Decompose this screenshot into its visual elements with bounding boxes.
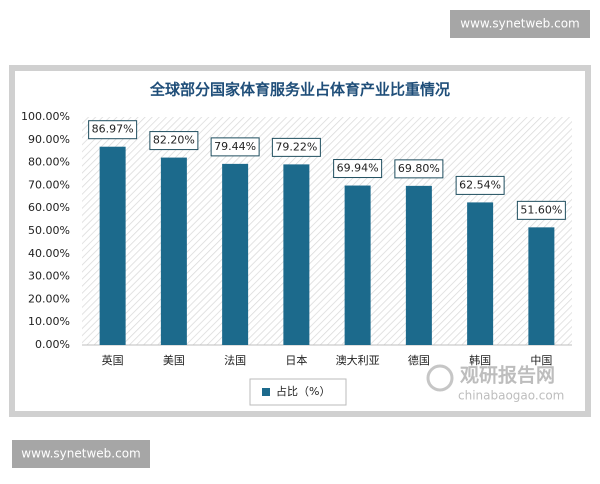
value-label: 86.97% [92, 123, 134, 136]
x-tick-label: 法国 [224, 353, 246, 367]
value-label: 79.22% [275, 140, 317, 153]
value-label-box [271, 137, 321, 157]
watermark-box [450, 10, 590, 38]
logo: 观研报告网 chinabaogao.com [426, 364, 564, 403]
value-label-box [516, 200, 566, 220]
value-label-box [149, 131, 199, 151]
value-label: 69.94% [337, 162, 379, 175]
x-tick-label: 日本 [285, 353, 307, 367]
y-tick-label: 60.00% [28, 201, 70, 214]
legend-swatch [262, 388, 270, 396]
y-tick-label: 50.00% [28, 224, 70, 237]
bar [160, 157, 187, 345]
legend-label: 占比（%） [276, 384, 330, 398]
x-tick-label: 韩国 [469, 353, 491, 367]
logo-name: 观研报告网 [460, 364, 555, 387]
x-tick-label: 德国 [408, 353, 430, 367]
value-label: 51.60% [520, 203, 562, 216]
y-tick-label: 10.00% [28, 315, 70, 328]
x-tick-label: 澳大利亚 [336, 353, 380, 367]
value-label-box [210, 137, 260, 157]
y-tick-label: 40.00% [28, 247, 70, 260]
value-label: 69.80% [398, 162, 440, 175]
watermark: www.synetweb.com [21, 447, 140, 461]
bar [99, 146, 126, 345]
x-tick-label: 英国 [102, 353, 124, 367]
value-label-box [333, 159, 383, 179]
value-label-box [394, 159, 444, 179]
value-label: 82.20% [153, 134, 195, 147]
value-label-box [455, 175, 505, 195]
chart-title: 全球部分国家体育服务业占体育产业比重情况 [149, 81, 450, 99]
y-tick-label: 80.00% [28, 156, 70, 169]
y-tick-label: 20.00% [28, 292, 70, 305]
x-tick-label: 中国 [530, 354, 552, 367]
bar [283, 164, 310, 345]
plot-area [82, 117, 572, 345]
y-tick-label: 90.00% [28, 133, 70, 146]
y-tick-label: 0.00% [35, 338, 70, 351]
bar [405, 185, 432, 345]
logo-url: chinabaogao.com [458, 389, 564, 403]
value-label: 62.54% [459, 178, 501, 191]
logo-icon [426, 364, 454, 392]
x-tick-label: 美国 [163, 354, 185, 367]
y-tick-label: 70.00% [28, 178, 70, 191]
watermark-box [12, 440, 150, 468]
y-tick-label: 30.00% [28, 270, 70, 283]
watermark: www.synetweb.com [460, 17, 579, 31]
bar [467, 202, 494, 345]
y-tick-label: 100.00% [21, 110, 70, 123]
value-label-box [88, 120, 138, 140]
bar [344, 185, 371, 345]
bar [528, 227, 555, 345]
bar [222, 163, 249, 345]
value-label: 79.44% [214, 140, 256, 153]
